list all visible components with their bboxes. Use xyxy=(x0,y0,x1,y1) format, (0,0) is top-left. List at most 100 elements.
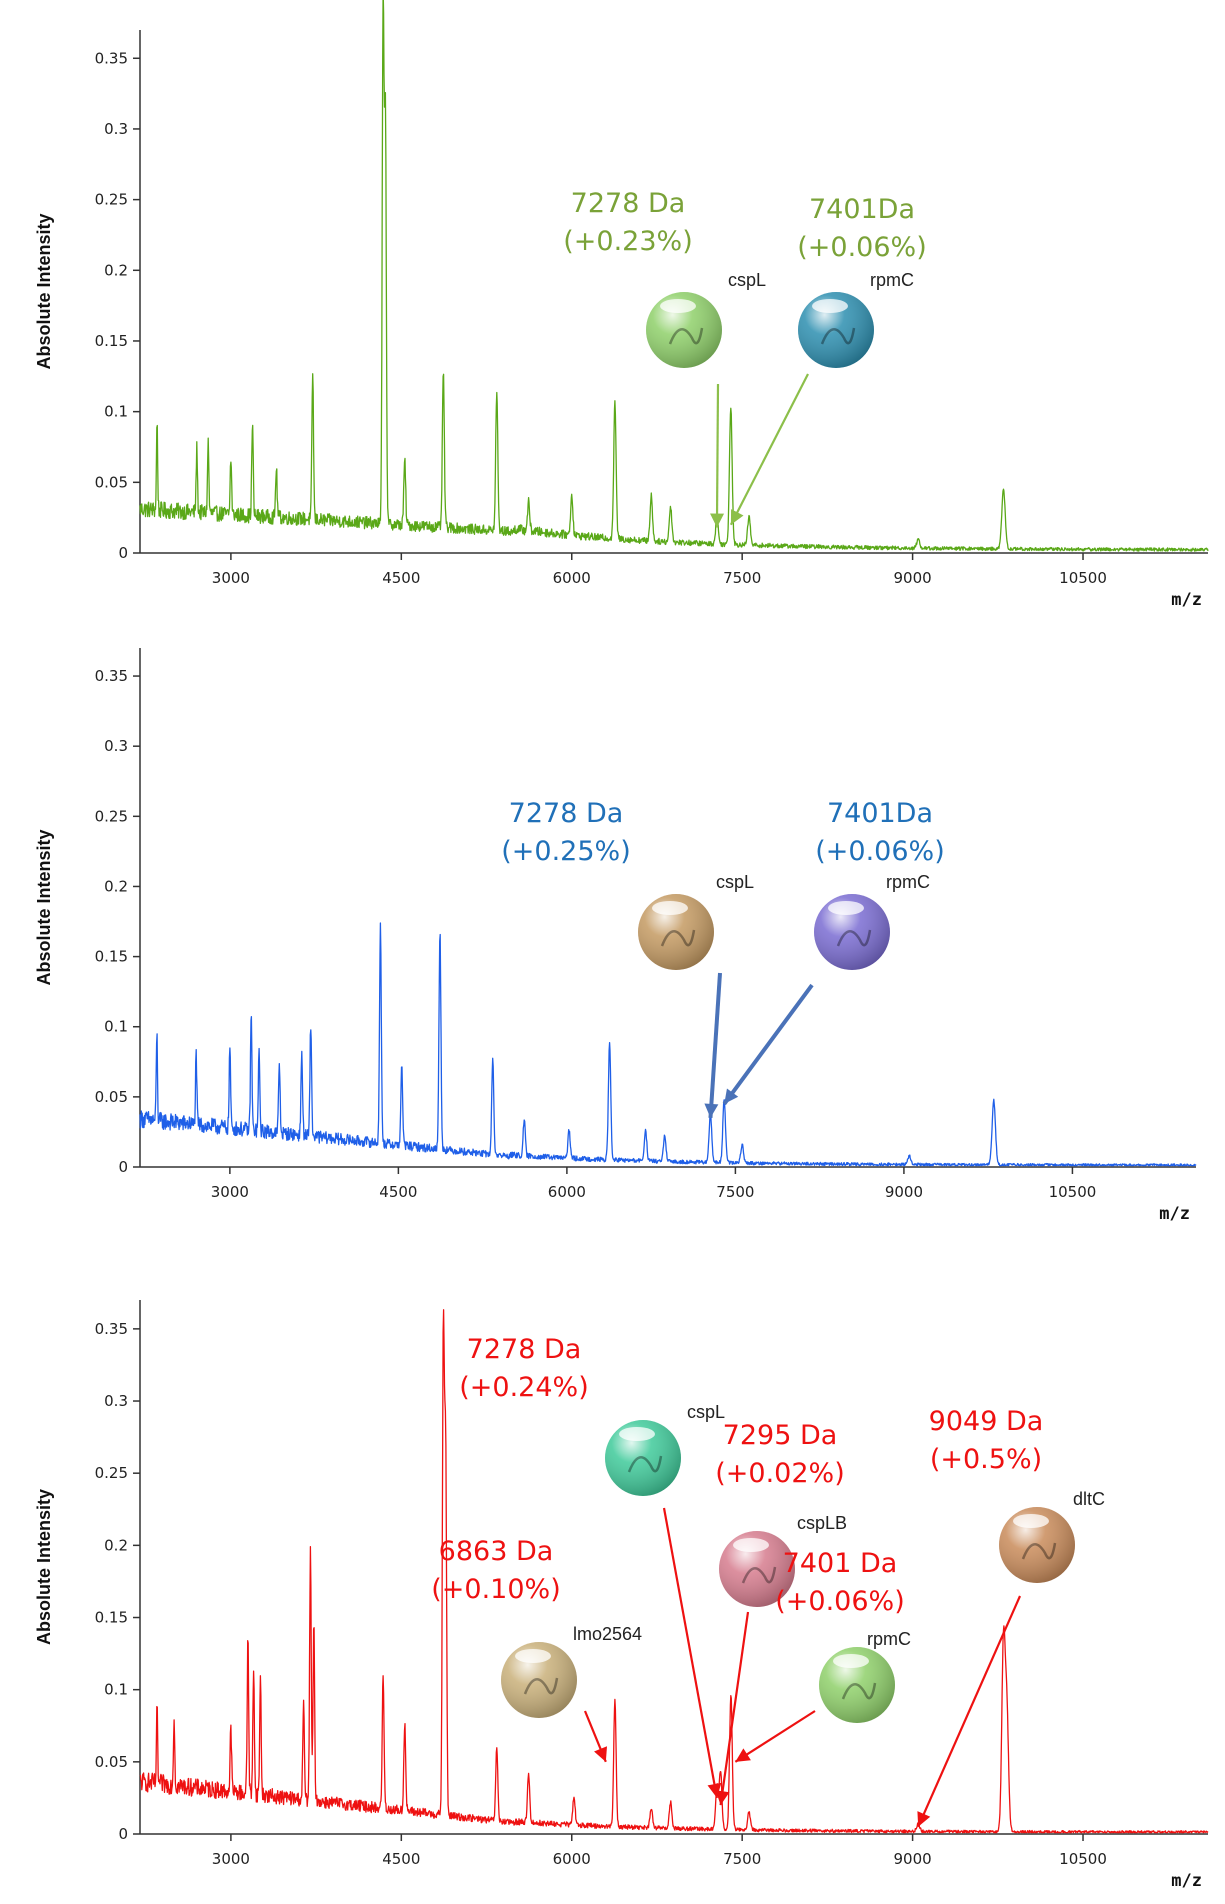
y-tick-label: 0.1 xyxy=(104,1018,128,1036)
y-tick-label: 0.3 xyxy=(104,737,128,755)
protein-structure-icon xyxy=(523,1677,559,1695)
peak-point xyxy=(442,397,444,399)
sphere-highlight xyxy=(833,1654,869,1668)
sphere-highlight xyxy=(1013,1514,1049,1528)
protein-structure-icon xyxy=(660,929,696,947)
spectrum-series-line xyxy=(139,1309,1209,1834)
protein-name-label: rpmC xyxy=(867,1629,911,1649)
protein-structure-icon xyxy=(820,327,856,345)
peak-point xyxy=(382,29,384,31)
sphere-shading xyxy=(719,1531,795,1607)
annotation-mass-label: 7295 Da xyxy=(723,1420,838,1451)
peak-point xyxy=(1002,493,1004,495)
annotation-shift-label: (+0.5%) xyxy=(930,1444,1042,1475)
annotation-rpmC: 7401Da (+0.06%) rpmC xyxy=(722,798,945,1106)
peak-point xyxy=(173,1764,175,1766)
peak-point xyxy=(156,464,158,466)
sphere-shading xyxy=(819,1647,895,1723)
sphere-highlight xyxy=(812,299,848,313)
arrow-head-icon xyxy=(730,509,744,525)
x-tick-label: 6000 xyxy=(553,569,591,587)
peak-point xyxy=(917,544,919,546)
peak-point xyxy=(442,1352,444,1354)
y-tick-label: 0.15 xyxy=(95,332,128,350)
peak-point xyxy=(207,481,209,483)
annotation-shift-label: (+0.06%) xyxy=(815,836,944,867)
protein-name-label: lmo2564 xyxy=(573,1624,642,1644)
protein-name-label: cspLB xyxy=(797,1513,847,1533)
protein-name-label: rpmC xyxy=(870,270,914,290)
x-tick-label: 7500 xyxy=(716,1183,754,1201)
protein-structure-icon xyxy=(741,1566,777,1584)
x-tick-label: 3000 xyxy=(212,569,250,587)
peak-point xyxy=(275,503,277,505)
x-tick-label: 7500 xyxy=(723,1850,761,1868)
peak-point xyxy=(670,517,672,519)
x-axis-title: m/z xyxy=(1171,1871,1202,1891)
peak-point xyxy=(401,1089,403,1091)
protein-name-label: dltC xyxy=(1073,1489,1105,1509)
peak-point xyxy=(492,1071,494,1073)
annotation-mass-label: 6863 Da xyxy=(439,1536,554,1567)
annotation-shift-label: (+0.10%) xyxy=(431,1574,560,1605)
annotation-cspL: 7278 Da (+0.23%) cspL xyxy=(563,188,766,528)
arrow-head-icon xyxy=(710,513,725,528)
peak-point xyxy=(404,488,406,490)
protein-structure-icon xyxy=(668,327,704,345)
y-tick-label: 0.15 xyxy=(95,1609,128,1627)
annotation-shift-label: (+0.06%) xyxy=(797,232,926,263)
y-tick-label: 0.25 xyxy=(95,1464,128,1482)
peak-point xyxy=(251,460,253,462)
peak-point xyxy=(301,1085,303,1087)
annotation-arrow xyxy=(662,1507,719,1799)
peak-point xyxy=(195,1096,197,1098)
x-axis-title: m/z xyxy=(1171,590,1202,610)
peak-point xyxy=(230,495,232,497)
y-tick-label: 0.05 xyxy=(95,473,128,491)
peak-point xyxy=(645,1135,647,1137)
annotation-arrow xyxy=(729,373,809,526)
sphere-shading xyxy=(638,894,714,970)
annotation-shift-label: (+0.02%) xyxy=(715,1458,844,1489)
sphere-shading xyxy=(605,1420,681,1496)
annotation-arrow xyxy=(722,983,814,1106)
y-tick-label: 0.05 xyxy=(95,1753,128,1771)
sphere-highlight xyxy=(619,1427,655,1441)
y-tick-label: 0.2 xyxy=(104,261,128,279)
spectrum-series-line xyxy=(139,922,1197,1167)
annotation-shift-label: (+0.25%) xyxy=(501,836,630,867)
x-tick-label: 7500 xyxy=(723,569,761,587)
peak-point xyxy=(650,1814,652,1816)
arrow-head-icon xyxy=(594,1746,607,1762)
peak-point xyxy=(1002,1645,1004,1647)
chart-panel-2: 0 0.05 0.1 0.15 0.2 0.25 0.3 0.35 3000 4500 6000 75… xyxy=(34,648,1197,1224)
x-tick-label: 3000 xyxy=(212,1850,250,1868)
y-tick-label: 0.35 xyxy=(95,667,128,685)
peak-point xyxy=(741,1148,743,1150)
peak-point xyxy=(670,1807,672,1809)
peak-point xyxy=(523,1131,525,1133)
annotation-mass-label: 7401Da xyxy=(809,194,915,225)
x-tick-label: 4500 xyxy=(379,1183,417,1201)
annotation-mass-label: 7278 Da xyxy=(571,188,686,219)
protein-structure-icon xyxy=(841,1682,877,1700)
annotation-rpmC: 7401Da (+0.06%) rpmC xyxy=(729,194,927,526)
x-tick-label: 10500 xyxy=(1049,1183,1097,1201)
peak-point xyxy=(571,512,573,514)
peak-point xyxy=(404,1746,406,1748)
peak-point xyxy=(278,1096,280,1098)
y-tick-label: 0.1 xyxy=(104,403,128,421)
sphere-highlight xyxy=(733,1538,769,1552)
peak-point xyxy=(568,1138,570,1140)
y-tick-label: 0 xyxy=(118,1825,128,1843)
peak-point xyxy=(496,415,498,417)
peak-point xyxy=(609,1050,611,1052)
protein-name-label: cspL xyxy=(728,270,766,290)
annotation-lmo2564: 6863 Da (+0.10%) lmo2564 xyxy=(431,1536,642,1763)
peak-point xyxy=(748,1816,750,1818)
y-tick-label: 0.15 xyxy=(95,948,128,966)
x-tick-label: 10500 xyxy=(1059,1850,1107,1868)
peak-point xyxy=(156,1761,158,1763)
arrow-head-icon xyxy=(724,1088,739,1104)
peak-point xyxy=(650,507,652,509)
